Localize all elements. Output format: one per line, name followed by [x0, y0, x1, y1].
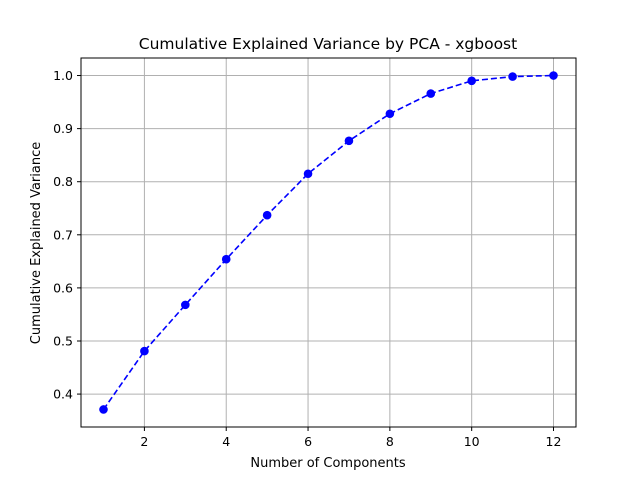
x-tick-label: 10: [464, 434, 480, 449]
data-point: [303, 169, 313, 179]
data-point: [549, 71, 558, 80]
data-point: [99, 405, 108, 414]
series: [99, 71, 558, 414]
x-tick-label: 2: [140, 434, 148, 449]
data-point: [181, 300, 190, 310]
x-tick-label: 8: [386, 434, 394, 449]
ticks: 2 4 6 8 10 12 0.4 0.5 0.6 0.7 0.8 0.9 1.0: [53, 68, 561, 449]
y-tick-label: 0.8: [53, 174, 73, 189]
series-line: [102, 74, 554, 410]
data-point: [221, 254, 231, 264]
y-tick-label: 1.0: [53, 68, 73, 83]
data-point: [508, 72, 517, 81]
data-point: [467, 76, 476, 86]
y-tick-label: 0.9: [53, 121, 73, 136]
plot-frame: [80, 57, 577, 428]
x-tick-label: 12: [546, 434, 562, 449]
data-point: [385, 109, 395, 119]
y-tick-label: 0.5: [53, 333, 73, 348]
data-point: [140, 346, 149, 356]
data-point: [262, 210, 272, 220]
x-tick-label: 6: [304, 434, 312, 449]
y-tick-label: 0.7: [53, 227, 73, 242]
y-tick-label: 0.4: [53, 387, 73, 402]
y-axis-label: Cumulative Explained Variance: [29, 142, 44, 344]
grid: [81, 58, 576, 427]
data-point: [426, 89, 436, 98]
x-tick-label: 4: [222, 434, 230, 449]
chart-title: Cumulative Explained Variance by PCA - x…: [139, 35, 517, 53]
x-axis-label: Number of Components: [250, 456, 405, 471]
y-tick-label: 0.6: [53, 280, 73, 295]
data-point: [344, 136, 354, 146]
